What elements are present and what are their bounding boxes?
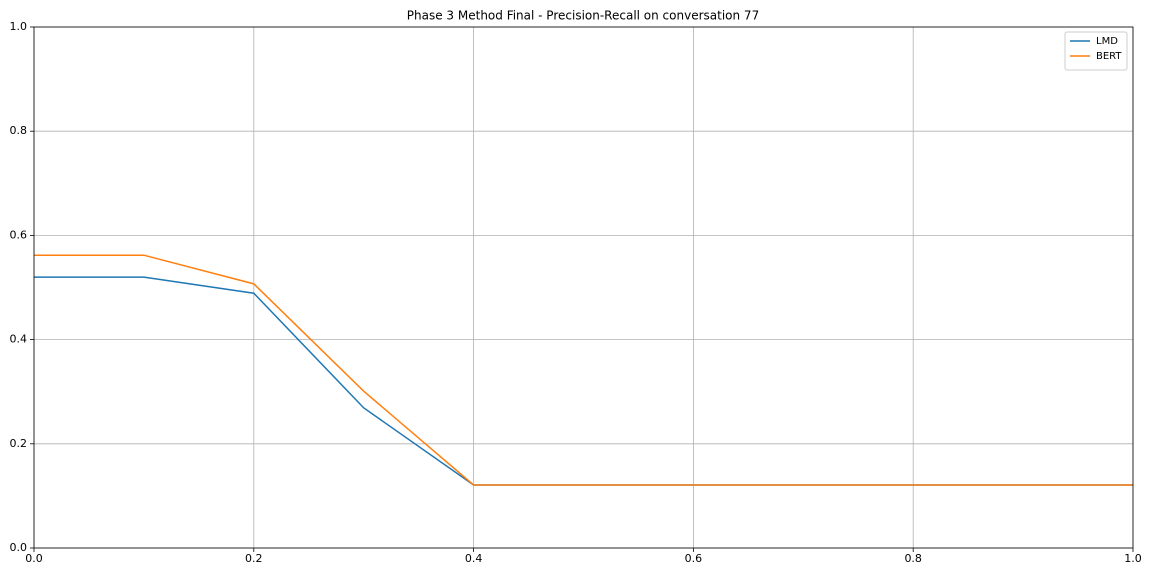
y-tick-label: 0.2 <box>10 437 28 450</box>
x-tick-label: 0.8 <box>904 552 922 565</box>
x-tick-label: 0.0 <box>25 552 43 565</box>
y-tick-label: 1.0 <box>10 20 28 33</box>
plot-frame <box>33 26 1134 549</box>
x-tick-label: 0.4 <box>465 552 483 565</box>
line-series <box>34 254 1133 486</box>
legend-label: LMD <box>1096 36 1118 47</box>
y-tick-label: 0.6 <box>10 228 28 241</box>
legend-label: BERT <box>1096 51 1122 62</box>
chart-title: Phase 3 Method Final - Precision-Recall … <box>407 9 759 23</box>
x-tick-label: 1.0 <box>1124 552 1142 565</box>
x-tick-label: 0.6 <box>685 552 703 565</box>
y-tick-label: 0.0 <box>10 541 28 554</box>
x-tick-label: 0.2 <box>245 552 263 565</box>
y-tick-label: 0.8 <box>10 124 28 137</box>
y-tick-label: 0.4 <box>10 333 28 346</box>
